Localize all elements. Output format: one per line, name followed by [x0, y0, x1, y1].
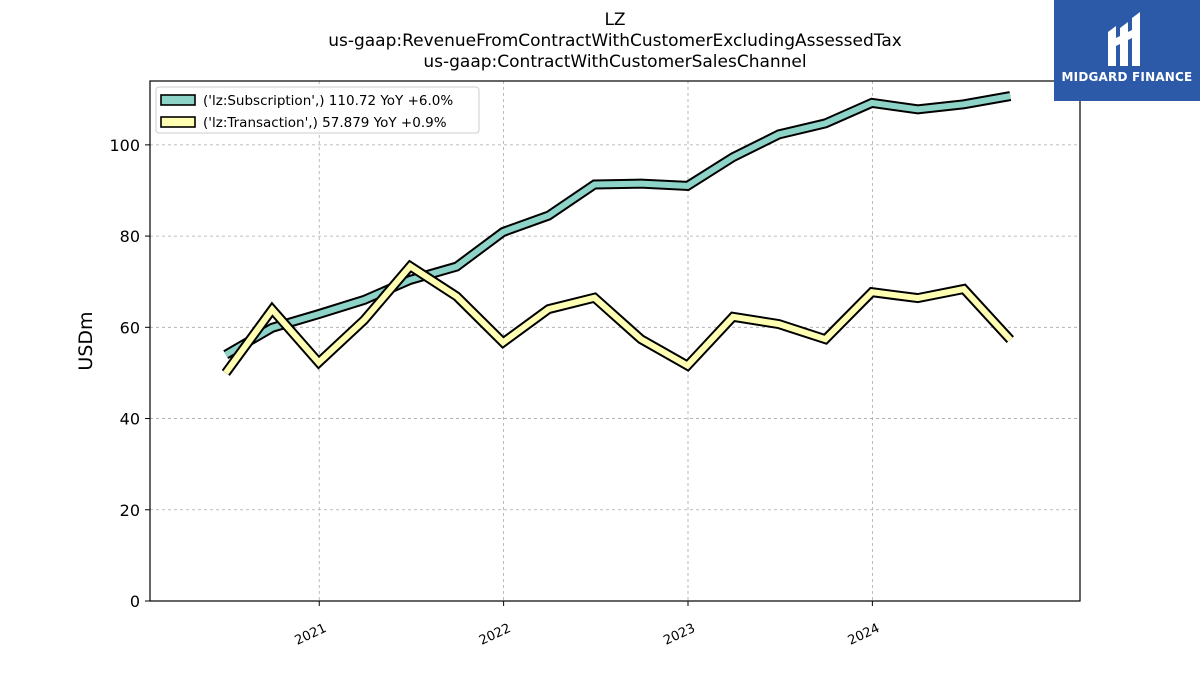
legend-box — [155, 86, 480, 134]
chart-subtitle-2: us-gaap:ContractWithCustomerSalesChannel — [423, 52, 807, 72]
y-tick-label: 0 — [130, 592, 140, 611]
y-tick-label: 100 — [109, 136, 140, 155]
midgard-mark-icon — [1108, 12, 1140, 66]
y-tick-label: 40 — [120, 410, 140, 429]
legend-label: ('lz:Subscription',) 110.72 YoY +6.0% — [203, 93, 453, 109]
y-tick-label: 20 — [120, 501, 140, 520]
x-tick-label: 2024 — [846, 621, 882, 649]
y-tick-label: 80 — [120, 227, 140, 246]
series-1 — [223, 91, 1012, 360]
grid-lines — [150, 81, 1080, 602]
legend: ('lz:Subscription',) 110.72 YoY +6.0% ('l… — [155, 86, 480, 134]
x-tick-label: 2023 — [661, 621, 697, 649]
legend-swatch — [160, 94, 196, 106]
legend-entry: ('lz:Transaction',) 57.879 YoY +0.9% — [160, 115, 447, 131]
y-axis-label: USDm — [75, 311, 97, 370]
y-tick-label: 60 — [120, 318, 140, 337]
x-axis: 2021 2022 2023 2024 — [293, 601, 882, 649]
chart-title: LZ — [604, 10, 626, 30]
series-line — [224, 93, 1011, 358]
series-2 — [221, 259, 1014, 376]
series-layer — [221, 91, 1014, 376]
x-tick-label: 2021 — [293, 621, 329, 649]
legend-entry: ('lz:Subscription',) 110.72 YoY +6.0% — [160, 93, 453, 109]
brand-logo: MIDGARD FINANCE — [1054, 0, 1200, 101]
legend-swatch — [160, 116, 196, 128]
plot-frame — [149, 80, 1081, 602]
chart-subtitle-1: us-gaap:RevenueFromContractWithCustomerE… — [328, 31, 902, 51]
y-axis: 0 20 40 60 80 100 — [109, 136, 150, 611]
x-tick-label: 2022 — [477, 621, 513, 649]
legend-label: ('lz:Transaction',) 57.879 YoY +0.9% — [203, 115, 447, 131]
series-line — [223, 262, 1013, 375]
brand-name: MIDGARD FINANCE — [1061, 70, 1193, 84]
